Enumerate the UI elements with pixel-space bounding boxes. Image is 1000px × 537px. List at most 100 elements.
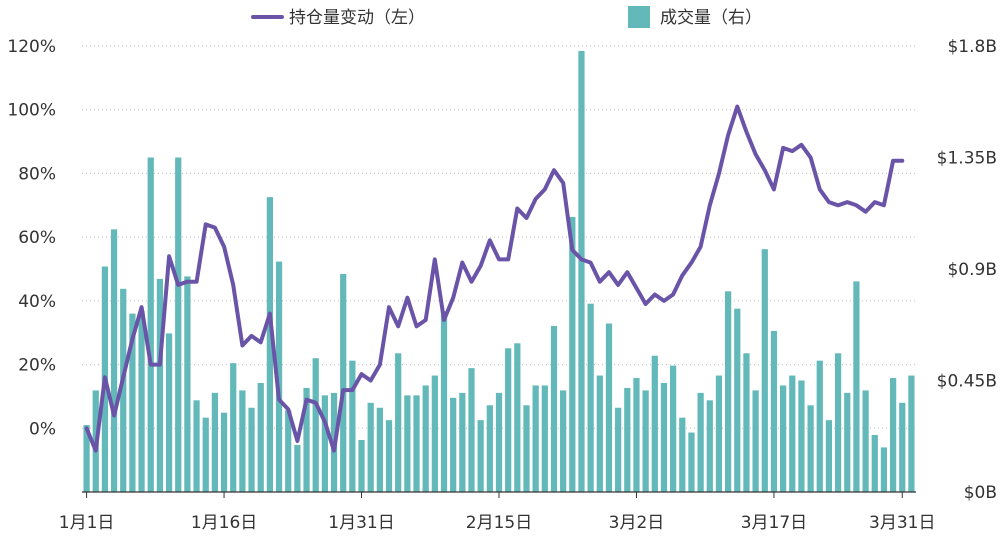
x-tick-label: 1月31日 — [328, 513, 394, 533]
bar — [266, 197, 273, 492]
bar — [908, 375, 915, 492]
x-tick-label: 3月31日 — [869, 513, 935, 533]
bar — [587, 303, 594, 492]
bar — [230, 363, 237, 492]
bar — [404, 395, 411, 492]
y-right-tick-label: $1.35B — [937, 149, 997, 169]
bar — [624, 387, 631, 492]
bar — [514, 343, 521, 492]
y-left-tick-label: 100% — [7, 101, 56, 121]
bar — [349, 360, 356, 492]
bar — [560, 390, 567, 492]
bar — [715, 375, 723, 492]
bar — [459, 392, 466, 492]
bar — [165, 333, 173, 492]
bar — [376, 407, 383, 492]
bar — [807, 405, 814, 492]
bar — [239, 390, 246, 492]
y-left-tick-label: 80% — [18, 164, 56, 184]
bar — [220, 412, 228, 492]
y-left-tick-label: 120% — [7, 37, 56, 57]
bar — [486, 405, 493, 492]
legend-bar-label: 成交量（右） — [660, 8, 762, 28]
y-right-tick-label: $0.9B — [947, 260, 997, 280]
y-left-tick-label: 60% — [18, 228, 56, 248]
bar — [605, 323, 613, 492]
bar — [495, 392, 503, 492]
bar — [211, 392, 219, 492]
line-series — [84, 104, 905, 453]
bar — [725, 291, 732, 492]
x-tick-label: 2月15日 — [466, 513, 532, 533]
bar — [257, 382, 264, 492]
bar — [431, 375, 438, 492]
bar — [844, 392, 851, 492]
bar — [706, 400, 713, 492]
bar — [110, 229, 118, 492]
legend-bar-swatch — [628, 6, 650, 28]
bar — [156, 278, 164, 492]
bar — [358, 439, 365, 492]
bar — [853, 281, 860, 492]
bar — [541, 385, 548, 492]
bar — [880, 447, 888, 492]
bar — [129, 313, 136, 492]
bar — [202, 417, 209, 492]
bar — [395, 353, 402, 492]
y-left-tick-label: 40% — [18, 292, 56, 312]
bar — [789, 375, 796, 492]
y-right-tick-label: $0.45B — [937, 372, 997, 392]
bar — [569, 216, 576, 492]
bar — [889, 378, 897, 492]
bar — [670, 365, 677, 492]
bar — [779, 385, 787, 492]
bar — [660, 382, 668, 492]
bar — [120, 288, 127, 492]
bar — [303, 387, 310, 492]
bar — [734, 308, 741, 492]
bar — [184, 276, 191, 492]
legend: 持仓量变动（左） 成交量（右） — [251, 6, 762, 28]
bar — [468, 368, 475, 492]
bar — [816, 360, 823, 492]
bar — [477, 420, 484, 492]
bar — [550, 325, 558, 492]
bar — [248, 407, 255, 492]
bar — [651, 355, 658, 492]
bar — [642, 390, 649, 492]
bar — [285, 410, 292, 492]
bar — [175, 157, 182, 492]
bar — [523, 405, 530, 492]
bar — [752, 390, 759, 492]
bar — [385, 420, 393, 492]
bar — [679, 417, 686, 492]
legend-line-label: 持仓量变动（左） — [289, 8, 425, 28]
bar — [312, 358, 319, 492]
y-right-tick-label: $1.8B — [947, 37, 997, 57]
bar — [633, 378, 640, 492]
y-right-tick-label: $0B — [964, 483, 997, 503]
bar — [615, 407, 622, 492]
bar — [138, 311, 145, 492]
bar — [688, 432, 695, 492]
y-left-tick-label: 20% — [18, 356, 56, 376]
bar-series — [83, 50, 915, 492]
bar — [770, 330, 778, 492]
line-path — [84, 104, 905, 453]
bar — [147, 157, 154, 492]
bar — [834, 353, 842, 492]
bar — [596, 375, 603, 492]
bar — [798, 380, 805, 492]
bar — [899, 402, 906, 492]
bar — [578, 50, 585, 492]
bar — [505, 348, 512, 492]
bar — [825, 420, 833, 492]
bar — [422, 385, 429, 492]
bar — [532, 385, 539, 492]
x-tick-label: 1月1日 — [59, 513, 115, 533]
bar — [697, 392, 704, 492]
bar — [340, 273, 347, 492]
bar — [275, 261, 283, 492]
bar — [862, 390, 869, 492]
